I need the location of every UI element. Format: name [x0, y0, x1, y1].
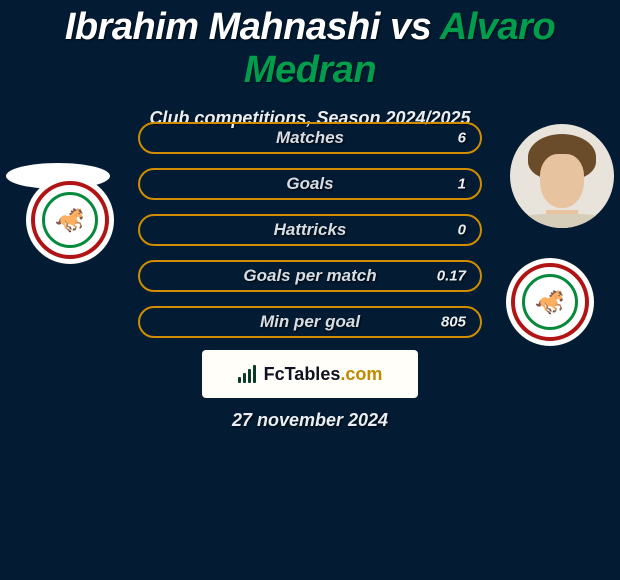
- stats-panel: Matches 6 Goals 1 Hattricks 0 Goals per …: [138, 122, 482, 352]
- stat-value-right: 0: [458, 222, 466, 239]
- stat-label: Matches: [276, 128, 344, 148]
- stat-label: Hattricks: [274, 220, 347, 240]
- stat-value-right: 6: [458, 130, 466, 147]
- player2-avatar: [510, 124, 614, 228]
- page-title: Ibrahim Mahnashi vs Alvaro Medran: [0, 0, 620, 92]
- stat-row-goals: Goals 1: [138, 168, 482, 200]
- stat-label: Goals per match: [243, 266, 376, 286]
- player2-club-crest: 🐎: [506, 258, 594, 346]
- brand-text-suffix: .com: [340, 364, 382, 384]
- stat-row-min-per-goal: Min per goal 805: [138, 306, 482, 338]
- stat-value-right: 0.17: [437, 268, 466, 285]
- date-label: 27 november 2024: [0, 410, 620, 431]
- title-player1: Ibrahim Mahnashi: [65, 6, 380, 48]
- brand-watermark: FcTables.com: [202, 350, 418, 398]
- horse-icon: 🐎: [535, 288, 565, 317]
- stat-label: Goals: [286, 174, 333, 194]
- stat-row-goals-per-match: Goals per match 0.17: [138, 260, 482, 292]
- stat-label: Min per goal: [260, 312, 360, 332]
- stat-row-hattricks: Hattricks 0: [138, 214, 482, 246]
- stat-row-matches: Matches 6: [138, 122, 482, 154]
- brand-chart-icon: [238, 365, 258, 383]
- stat-value-right: 805: [441, 314, 466, 331]
- brand-text-main: FcTables: [264, 364, 341, 384]
- stat-value-right: 1: [458, 176, 466, 193]
- horse-icon: 🐎: [55, 206, 85, 235]
- title-vs: vs: [390, 6, 431, 48]
- brand-text: FcTables.com: [264, 364, 383, 385]
- player1-club-crest: 🐎: [26, 176, 114, 264]
